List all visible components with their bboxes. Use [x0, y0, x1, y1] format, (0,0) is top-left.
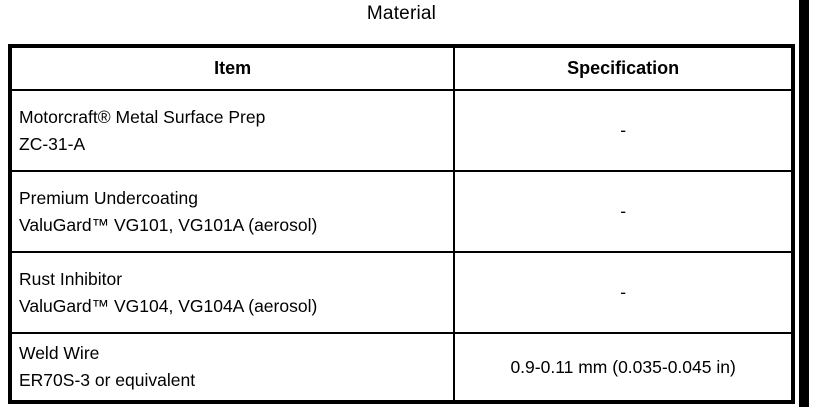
item-cell: Rust Inhibitor ValuGard™ VG104, VG104A (…	[8, 251, 456, 334]
item-line: ValuGard™ VG101, VG101A (aerosol)	[19, 214, 318, 235]
spec-cell: -	[453, 251, 794, 334]
item-cell: Premium Undercoating ValuGard™ VG101, VG…	[8, 170, 456, 253]
table-row: Premium Undercoating ValuGard™ VG101, VG…	[8, 170, 794, 253]
item-line: Premium Undercoating	[19, 187, 198, 208]
item-cell: Motorcraft® Metal Surface Prep ZC-31-A	[8, 89, 456, 172]
scan-edge-bar	[799, 0, 809, 407]
item-line: ValuGard™ VG104, VG104A (aerosol)	[19, 295, 318, 316]
item-line: Weld Wire	[19, 343, 100, 363]
spec-cell: -	[453, 170, 794, 253]
column-header-item: Item	[8, 45, 456, 91]
item-line: ER70S-3 or equivalent	[19, 370, 196, 390]
table-row: Rust Inhibitor ValuGard™ VG104, VG104A (…	[8, 251, 794, 334]
material-table: Item Specification Motorcraft® Metal Sur…	[8, 44, 795, 404]
table-row: Weld Wire ER70S-3 or equivalent 0.9-0.11…	[8, 332, 794, 403]
item-line: Motorcraft® Metal Surface Prep	[19, 106, 266, 127]
item-line: ZC-31-A	[19, 133, 86, 154]
spec-cell: -	[453, 89, 794, 172]
column-header-specification: Specification	[453, 45, 794, 91]
table-row: Motorcraft® Metal Surface Prep ZC-31-A -	[8, 89, 794, 172]
item-line: Rust Inhibitor	[19, 268, 123, 289]
page-title: Material	[366, 3, 437, 24]
item-cell: Weld Wire ER70S-3 or equivalent	[8, 332, 456, 403]
spec-cell: 0.9-0.11 mm (0.035-0.045 in)	[453, 332, 794, 403]
table-header-row: Item Specification	[8, 45, 794, 91]
